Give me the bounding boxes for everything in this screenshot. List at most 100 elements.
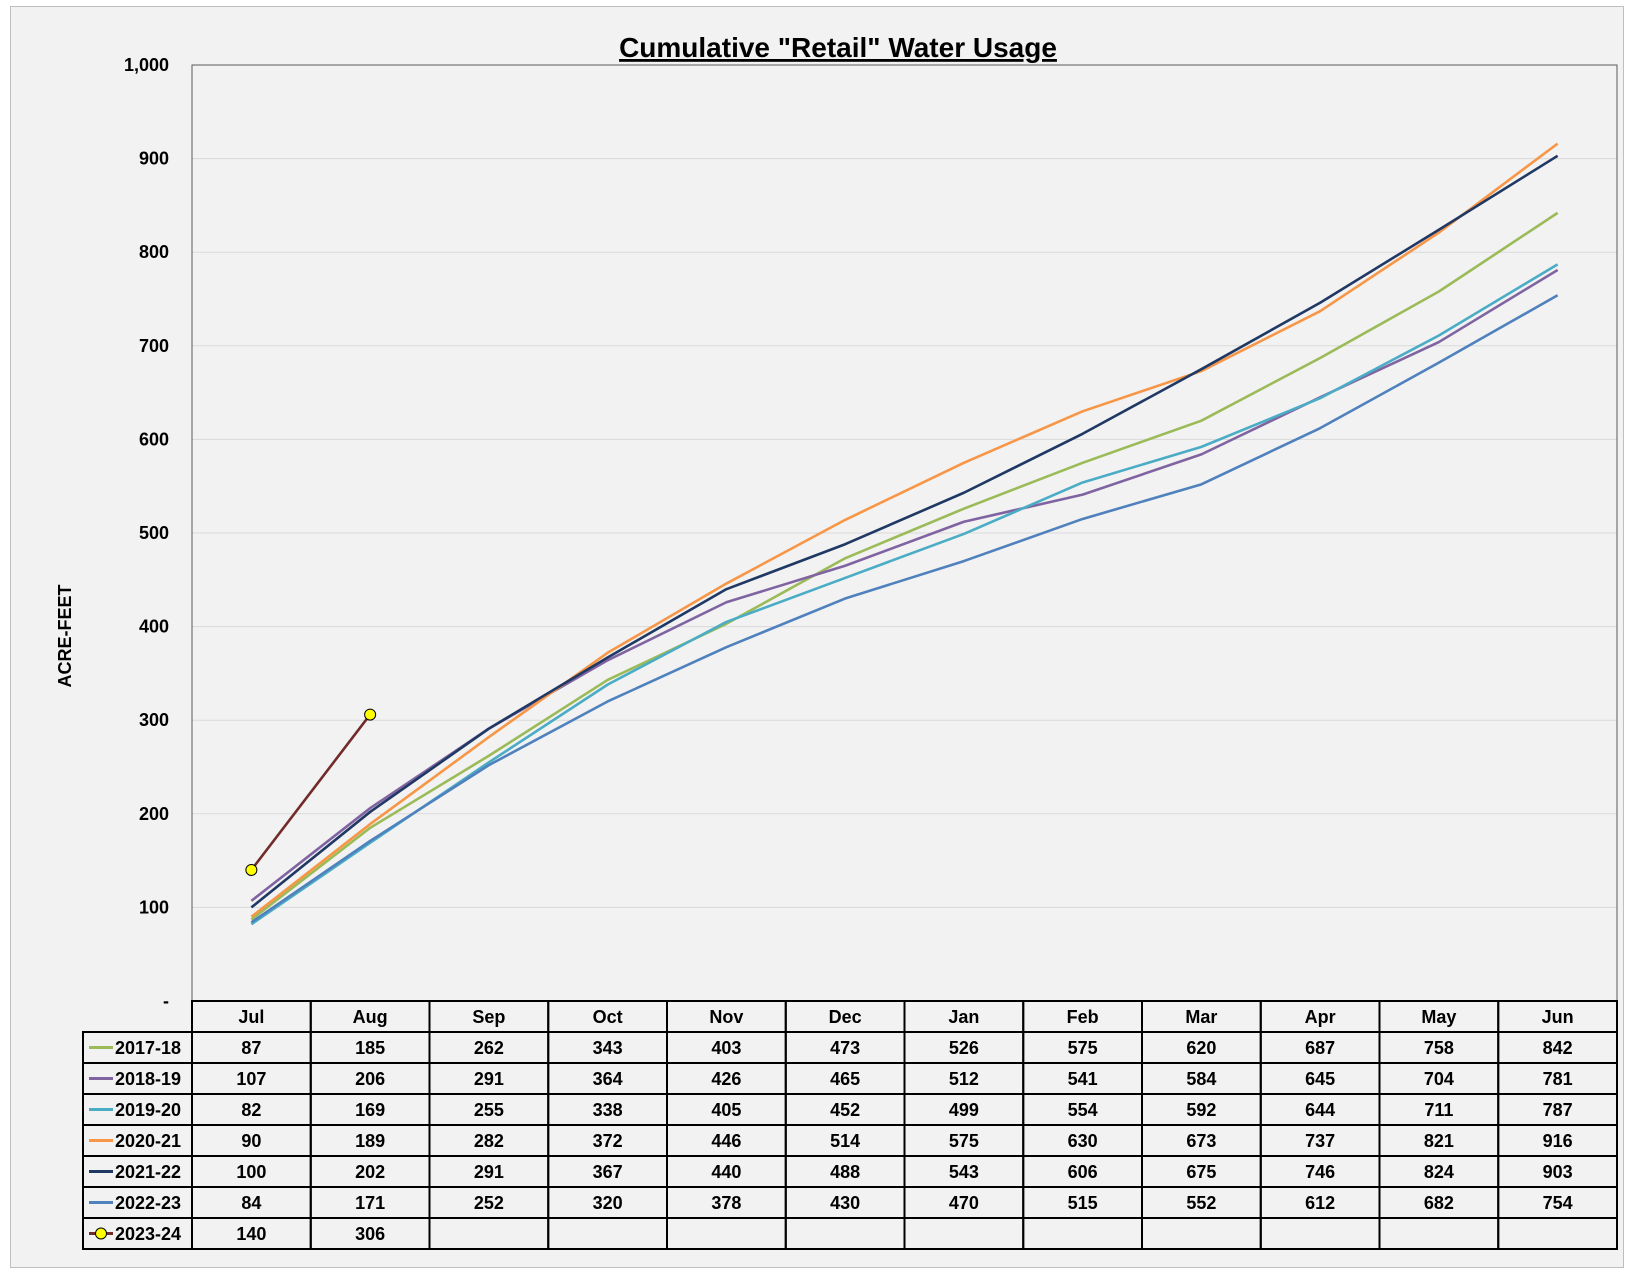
series-line-2023-24 [250, 713, 372, 871]
data-label-2019-20-jan: 499 [949, 1100, 979, 1120]
data-label-2020-21-oct: 372 [593, 1131, 623, 1151]
series-line-2021-22 [250, 154, 1559, 909]
legend-label-2021-22: 2021-22 [115, 1162, 181, 1182]
data-point-2023-24-aug [364, 708, 377, 721]
y-tick-label-800: 800 [139, 242, 169, 262]
data-table: Jul Aug Sep Oct Nov Dec Jan Feb Mar Apr May Jun 2017… [82, 1000, 1618, 1250]
series-lines [245, 142, 1559, 926]
data-label-2017-18-apr: 687 [1305, 1038, 1335, 1058]
y-axis-ticks: - 100 200 300 400 500 600 700 800 900 1,000 [124, 55, 169, 1011]
data-point-2023-24-jul [245, 863, 258, 876]
y-tick-label-500: 500 [139, 523, 169, 543]
data-label-2018-19-dec: 465 [830, 1069, 860, 1089]
data-label-2021-22-oct: 367 [593, 1162, 623, 1182]
data-label-2019-20-sep: 255 [474, 1100, 504, 1120]
data-label-2022-23-feb: 515 [1068, 1193, 1098, 1213]
data-label-2017-18-mar: 620 [1186, 1038, 1216, 1058]
series-line-2020-21 [250, 142, 1559, 918]
data-label-2020-21-jan: 575 [949, 1131, 979, 1151]
data-label-2018-19-sep: 291 [474, 1069, 504, 1089]
legend-label-2022-23: 2022-23 [115, 1193, 181, 1213]
data-label-2022-23-apr: 612 [1305, 1193, 1335, 1213]
data-label-2017-18-nov: 403 [711, 1038, 741, 1058]
x-tick-label-apr: Apr [1305, 1007, 1336, 1027]
data-label-2021-22-apr: 746 [1305, 1162, 1335, 1182]
table-cell-2023-24-nov [666, 1217, 787, 1250]
data-label-2017-18-jan: 526 [949, 1038, 979, 1058]
y-tick-label-0: - [163, 991, 169, 1011]
data-label-2021-22-aug: 202 [355, 1162, 385, 1182]
y-tick-label-200: 200 [139, 804, 169, 824]
table-cell-2023-24-dec [784, 1217, 906, 1250]
data-label-2020-21-nov: 446 [711, 1131, 741, 1151]
data-label-2020-21-feb: 630 [1068, 1131, 1098, 1151]
data-label-2018-19-may: 704 [1424, 1069, 1454, 1089]
x-tick-label-may: May [1421, 1007, 1456, 1027]
table-cell-2023-24-jan [903, 1217, 1025, 1250]
y-tick-label-900: 900 [139, 149, 169, 169]
data-label-2021-22-mar: 675 [1186, 1162, 1216, 1182]
gridlines [192, 64, 1617, 908]
x-tick-label-jan: Jan [948, 1007, 979, 1027]
data-label-2022-23-jul: 84 [241, 1193, 261, 1213]
data-label-2021-22-sep: 291 [474, 1162, 504, 1182]
data-label-2018-19-jan: 512 [949, 1069, 979, 1089]
x-tick-label-oct: Oct [593, 1007, 623, 1027]
series-line-2022-23 [250, 294, 1559, 924]
data-label-2019-20-dec: 452 [830, 1100, 860, 1120]
data-label-2018-19-jun: 781 [1543, 1069, 1573, 1089]
data-label-2017-18-aug: 185 [355, 1038, 385, 1058]
data-label-2017-18-may: 758 [1424, 1038, 1454, 1058]
legend-label-2020-21: 2020-21 [115, 1131, 181, 1151]
data-label-2020-21-jul: 90 [241, 1131, 261, 1151]
legend-marker-2023-24 [95, 1227, 107, 1240]
data-label-2017-18-jul: 87 [241, 1038, 261, 1058]
legend-label-2018-19: 2018-19 [115, 1069, 181, 1089]
table-cell-2023-24-jun [1497, 1217, 1618, 1250]
data-label-2019-20-jun: 787 [1543, 1100, 1573, 1120]
data-label-2020-21-mar: 673 [1186, 1131, 1216, 1151]
data-label-2021-22-feb: 606 [1068, 1162, 1098, 1182]
data-label-2022-23-mar: 552 [1186, 1193, 1216, 1213]
data-label-2017-18-sep: 262 [474, 1038, 504, 1058]
data-label-2021-22-may: 824 [1424, 1162, 1454, 1182]
data-label-2018-19-oct: 364 [593, 1069, 623, 1089]
table-cell-2023-24-oct [547, 1217, 668, 1250]
data-label-2019-20-nov: 405 [711, 1100, 741, 1120]
data-label-2018-19-apr: 645 [1305, 1069, 1335, 1089]
legend-label-2023-24: 2023-24 [115, 1224, 181, 1244]
data-label-2021-22-nov: 440 [711, 1162, 741, 1182]
data-label-2022-23-jun: 754 [1543, 1193, 1573, 1213]
series-line-2017-18 [250, 211, 1559, 921]
data-label-2022-23-nov: 378 [711, 1193, 741, 1213]
data-label-2020-21-sep: 282 [474, 1131, 504, 1151]
legend-label-2017-18: 2017-18 [115, 1038, 181, 1058]
data-label-2019-20-mar: 592 [1186, 1100, 1216, 1120]
data-label-2020-21-dec: 514 [830, 1131, 860, 1151]
data-label-2020-21-apr: 737 [1305, 1131, 1335, 1151]
data-label-2017-18-oct: 343 [593, 1038, 623, 1058]
table-cell-2023-24-mar [1141, 1217, 1262, 1250]
x-tick-label-feb: Feb [1067, 1007, 1099, 1027]
data-label-2020-21-may: 821 [1424, 1131, 1454, 1151]
data-label-2022-23-dec: 430 [830, 1193, 860, 1213]
y-tick-label-700: 700 [139, 336, 169, 356]
table-cell-2023-24-feb [1022, 1217, 1143, 1250]
data-label-2019-20-oct: 338 [593, 1100, 623, 1120]
chart-frame: Cumulative "Retail" Water Usage ACRE-FEE… [10, 6, 1624, 1268]
data-label-2019-20-apr: 644 [1305, 1100, 1335, 1120]
data-label-2022-23-sep: 252 [474, 1193, 504, 1213]
table-cell-2023-24-apr [1259, 1217, 1381, 1250]
data-label-2020-21-jun: 916 [1543, 1131, 1573, 1151]
data-label-2019-20-aug: 169 [355, 1100, 385, 1120]
y-tick-label-1000: 1,000 [124, 55, 169, 75]
data-label-2023-24-aug: 306 [355, 1224, 385, 1244]
x-tick-label-jul: Jul [238, 1007, 264, 1027]
table-cell-2023-24-sep [428, 1217, 550, 1250]
data-label-2021-22-jun: 903 [1543, 1162, 1573, 1182]
data-label-2019-20-feb: 554 [1068, 1100, 1098, 1120]
data-label-2018-19-aug: 206 [355, 1069, 385, 1089]
y-axis-label: ACRE-FEET [55, 584, 75, 687]
data-label-2022-23-aug: 171 [355, 1193, 385, 1213]
x-tick-label-sep: Sep [472, 1007, 505, 1027]
